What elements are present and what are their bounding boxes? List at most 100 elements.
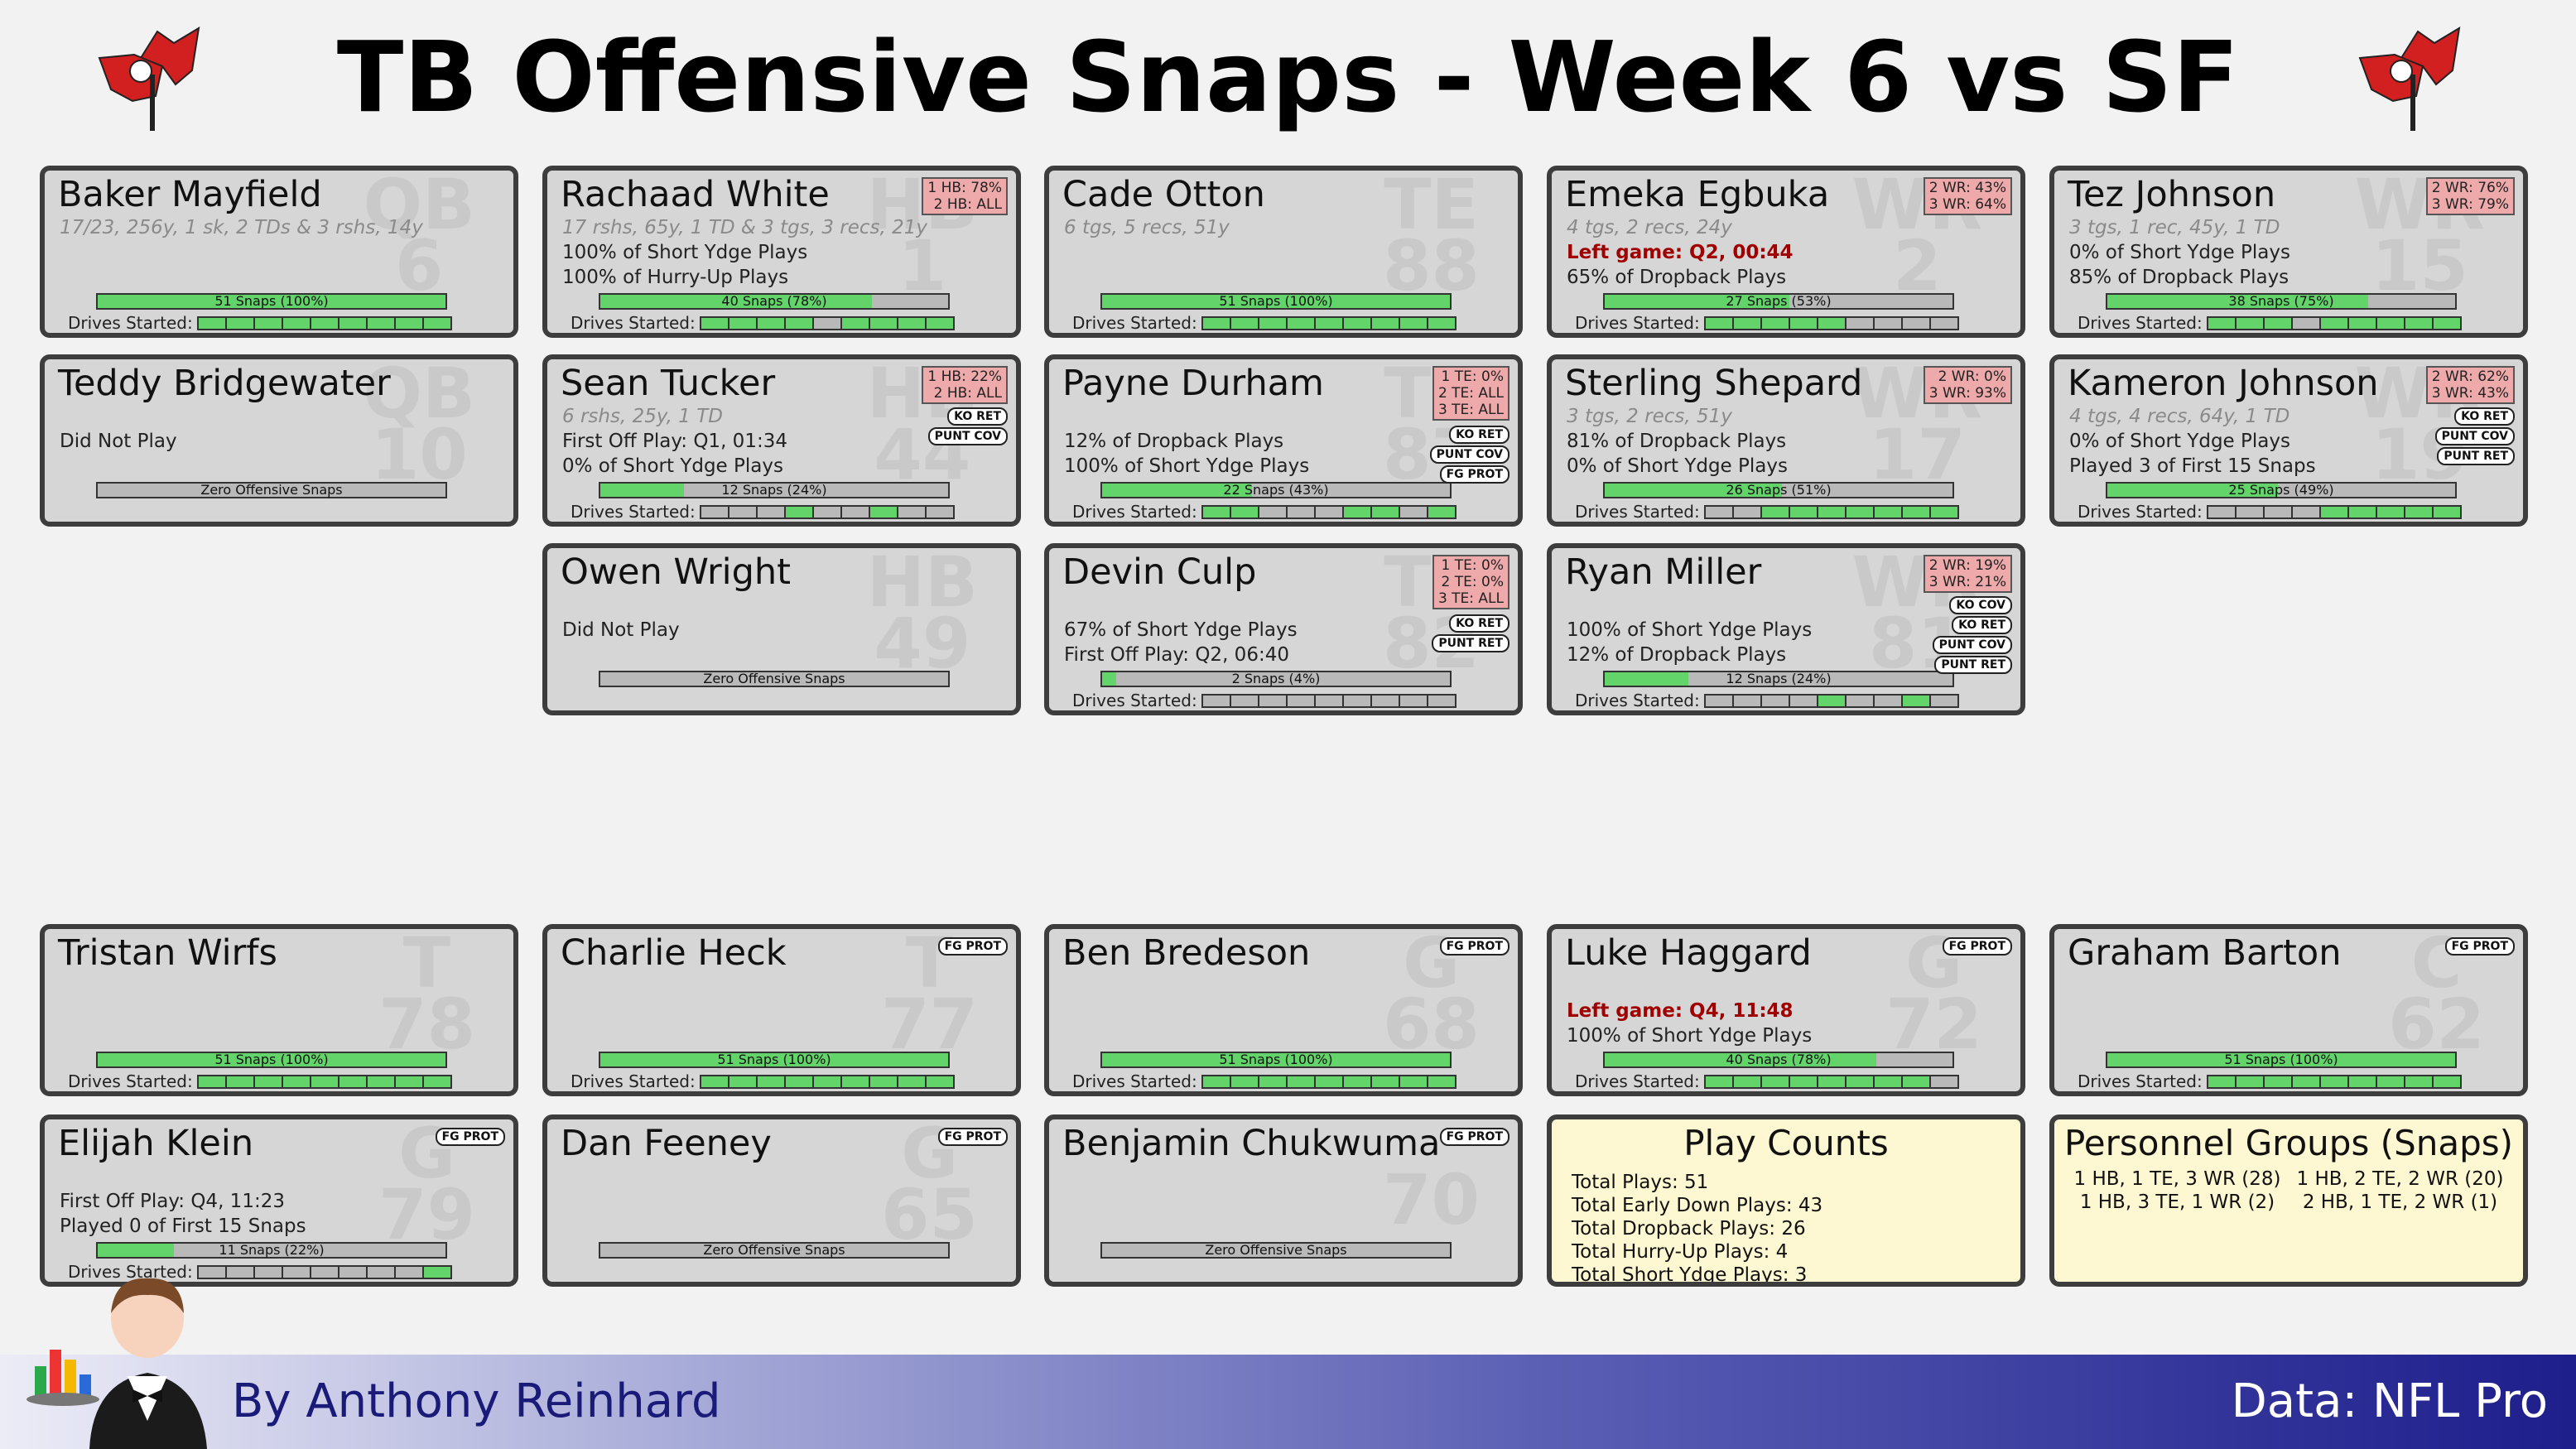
drive-segment: [2405, 1076, 2434, 1087]
drive-segment: [1903, 507, 1931, 518]
drive-segment: [2293, 1076, 2321, 1087]
special-teams-badges: KO RET PUNT COV: [927, 407, 1008, 445]
info-line: 81% of Dropback Plays: [1567, 431, 1787, 452]
player-name: Luke Haggard: [1565, 932, 1812, 974]
drive-segment: [1875, 1076, 1903, 1087]
info-line: Played 3 of First 15 Snaps: [2069, 455, 2316, 477]
jersey-watermark: G 79: [378, 1119, 475, 1249]
drives-started-track: [1201, 316, 1457, 330]
drive-segment: [842, 507, 870, 518]
info-line: 0% of Short Ydge Plays: [2069, 242, 2290, 263]
drive-segment: [283, 1076, 311, 1087]
drive-segment: [786, 318, 814, 329]
drive-segment: [814, 318, 842, 329]
snap-bar-fill: [2107, 295, 2368, 308]
snap-count-label: 38 Snaps (75%): [2228, 293, 2334, 309]
drive-segment: [1875, 318, 1903, 329]
drive-segment: [2265, 1076, 2293, 1087]
snap-count-label: Zero Offensive Snaps: [1205, 1242, 1347, 1258]
drive-segment: [1762, 318, 1790, 329]
drive-segment: [2321, 507, 2349, 518]
stat-line: 17/23, 256y, 1 sk, 2 TDs & 3 rshs, 14y: [60, 217, 423, 238]
info-line: 100% of Short Ydge Plays: [1064, 455, 1310, 477]
drive-segment: [1931, 507, 1957, 518]
drive-segment: [758, 1076, 786, 1087]
player-name: Sterling Shepard: [1565, 363, 1863, 404]
info-line: First Off Play: Q1, 01:34: [562, 431, 787, 452]
drive-segment: [1734, 318, 1762, 329]
player-card: TE 82 Devin Culp 67% of Short Ydge Plays Fir…: [1044, 543, 1523, 715]
drive-segment: [255, 1267, 283, 1278]
personnel-groups-panel: Personnel Groups (Snaps) 1 HB, 1 TE, 3 W…: [2049, 1114, 2528, 1287]
snap-bar: 26 Snaps (51%): [1603, 482, 1954, 498]
drive-segment: [368, 318, 396, 329]
drive-segment: [1931, 318, 1957, 329]
play-count-item: Total Dropback Plays: 26: [1572, 1218, 1806, 1240]
personnel-share-line: 3 WR: 93%: [1928, 385, 2006, 402]
drive-segment: [368, 1267, 396, 1278]
drive-segment: [1316, 1076, 1344, 1087]
position-watermark: T: [402, 924, 451, 1004]
drive-segment: [199, 1267, 227, 1278]
player-name: Ryan Miller: [1565, 551, 1762, 593]
snap-count-label: Zero Offensive Snaps: [703, 1242, 845, 1258]
player-card: G 79 Elijah Klein First Off Play: Q4, 11:23…: [40, 1114, 518, 1287]
drive-segment: [2377, 1076, 2405, 1087]
drive-segment: [1372, 1076, 1400, 1087]
drive-segment: [1706, 507, 1734, 518]
drive-segment: [870, 318, 898, 329]
drives-started-label: Drives Started:: [571, 1071, 696, 1091]
personnel-groups-list: 1 HB, 1 TE, 3 WR (28) 1 HB, 2 TE, 2 WR (…: [2066, 1167, 2511, 1214]
drive-segment: [870, 1076, 898, 1087]
drive-segment: [2377, 507, 2405, 518]
drives-started-track: [700, 505, 955, 519]
drive-segment: [2405, 507, 2434, 518]
jersey-number-watermark: 68: [1383, 984, 1480, 1065]
info-line: First Off Play: Q4, 11:23: [60, 1191, 285, 1212]
snap-count-label: 26 Snaps (51%): [1726, 482, 1832, 498]
drive-segment: [396, 1267, 424, 1278]
personnel-share-line: 2 WR: 62%: [2431, 368, 2509, 385]
drive-segment: [1428, 507, 1455, 518]
player-name: Rachaad White: [561, 174, 830, 215]
drives-started-track: [2207, 1075, 2462, 1089]
special-teams-badge: FG PROT: [1439, 937, 1509, 956]
drive-segment: [339, 1267, 368, 1278]
info-line: Left game: Q2, 00:44: [1567, 242, 1794, 263]
personnel-share-line: 1 HB: 22%: [927, 368, 1002, 385]
drive-segment: [1931, 1076, 1957, 1087]
snap-bar: 2 Snaps (4%): [1100, 671, 1452, 687]
drive-segment: [199, 1076, 227, 1087]
info-line: Played 0 of First 15 Snaps: [60, 1216, 306, 1237]
drive-segment: [1316, 318, 1344, 329]
player-name: Graham Barton: [2068, 932, 2342, 974]
special-teams-badge: KO COV: [1949, 596, 2012, 614]
special-teams-badge: FG PROT: [2444, 937, 2515, 956]
position-watermark: QB: [363, 166, 475, 245]
player-card: T 78 Tristan Wirfs 51 Snaps (100%) Drives St…: [40, 924, 518, 1096]
drive-segment: [1316, 696, 1344, 706]
drive-segment: [1203, 318, 1231, 329]
snap-bar-fill: [600, 484, 684, 497]
snap-bar: 25 Snaps (49%): [2106, 482, 2457, 498]
drive-segment: [424, 1076, 450, 1087]
snap-bar-fill: [1102, 484, 1252, 497]
special-teams-badges: FG PROT: [2444, 937, 2515, 956]
drive-segment: [898, 318, 927, 329]
drives-started-label: Drives Started:: [1072, 502, 1197, 522]
drives-started-label: Drives Started:: [1072, 313, 1197, 333]
drive-segment: [1203, 507, 1231, 518]
jersey-watermark: HB 49: [867, 548, 978, 678]
drive-segment: [255, 1076, 283, 1087]
footer-bar: [0, 1355, 2576, 1449]
drives-started-track: [197, 1075, 452, 1089]
drives-started-track: [1704, 316, 1959, 330]
special-teams-badge: PUNT RET: [2437, 447, 2515, 465]
drive-segment: [701, 1076, 729, 1087]
drive-segment: [898, 507, 927, 518]
snap-bar-fill: [1102, 1053, 1450, 1066]
snap-count-label: Zero Offensive Snaps: [703, 671, 845, 686]
drives-started-track: [2207, 316, 2462, 330]
snap-bar: 51 Snaps (100%): [1100, 1052, 1452, 1068]
drive-segment: [1762, 696, 1790, 706]
